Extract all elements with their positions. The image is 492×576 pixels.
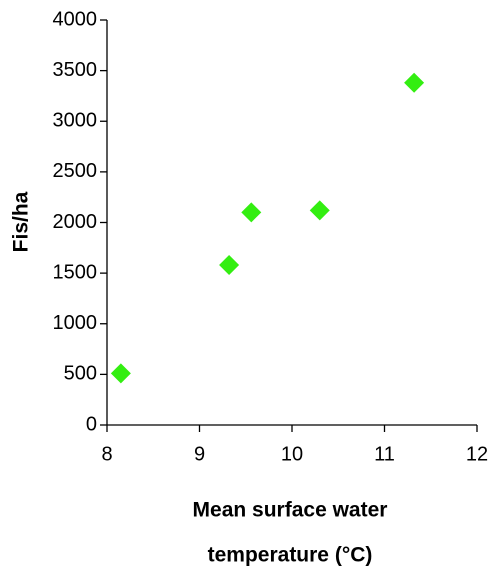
x-tick-label: 11 xyxy=(374,443,395,465)
x-axis-label: temperature (°C) xyxy=(208,544,373,567)
y-tick-label: 4000 xyxy=(53,8,98,30)
x-tick-label: 8 xyxy=(101,443,112,465)
point xyxy=(241,202,262,223)
point xyxy=(309,200,330,221)
x-tick-label: 9 xyxy=(194,443,205,465)
y-tick-label: 1500 xyxy=(53,261,98,283)
point xyxy=(110,363,131,384)
point xyxy=(219,255,240,276)
y-tick-label: 0 xyxy=(86,413,97,435)
x-tick-label: 12 xyxy=(466,443,488,465)
y-tick-label: 2000 xyxy=(53,211,98,233)
y-tick-label: 2500 xyxy=(53,160,98,182)
y-axis-label: Fis/ha xyxy=(10,191,33,252)
y-tick-label: 3500 xyxy=(53,59,98,81)
point xyxy=(404,72,425,93)
y-tick-label: 3000 xyxy=(53,110,98,132)
y-tick-label: 1000 xyxy=(53,312,98,334)
y-tick-label: 500 xyxy=(64,363,97,385)
x-tick-label: 10 xyxy=(281,443,303,465)
x-axis-label: Mean surface water xyxy=(193,499,388,522)
